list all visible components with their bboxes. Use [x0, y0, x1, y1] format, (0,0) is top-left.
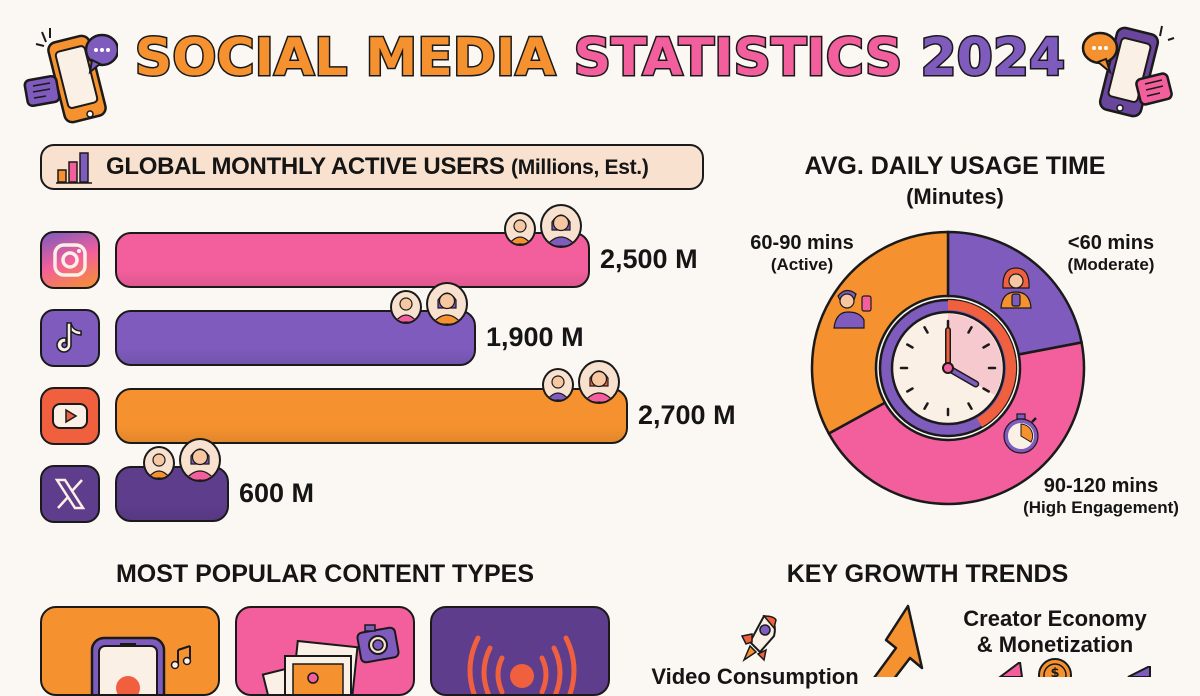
donut-slice-1: [827, 341, 1086, 506]
clock-tick: [982, 343, 990, 349]
user-avatar-icon: [578, 360, 620, 404]
clock-tick: [923, 402, 929, 410]
short-video-icon: [90, 636, 192, 694]
clock-tick: [967, 326, 973, 334]
donut-chart-title: AVG. DAILY USAGE TIME: [804, 152, 1106, 180]
title-part-3: 2024: [919, 27, 1067, 90]
live-stream-icon: [467, 635, 577, 694]
user-avatar-icon: [143, 446, 175, 480]
trend-creator-line1: Creator Economy: [963, 606, 1147, 631]
pie-label-moderate: <60 mins (Moderate): [1052, 232, 1170, 275]
photos-icon: [261, 624, 400, 694]
coin-icon: $: [1038, 658, 1072, 677]
trend-video-consumption: Video Consumption: [651, 664, 859, 689]
pie-label-active-desc: (Active): [770, 255, 834, 274]
x-icon: [40, 465, 100, 523]
clock-tick: [906, 343, 914, 349]
content-card-live-stream: [430, 606, 610, 696]
stopwatch-icon: [1003, 413, 1039, 454]
bar-value-label: 2,500 M: [600, 244, 698, 274]
bar-chart-subtitle: (Millions, Est.): [511, 156, 649, 179]
pie-label-high-range: 90-120 mins: [1043, 475, 1159, 497]
pink-arrow-icon: [998, 662, 1024, 677]
bar-chart-icon: [56, 152, 92, 184]
instagram-icon: [40, 231, 100, 289]
pie-label-moderate-desc: (Moderate): [1067, 255, 1155, 274]
phone-chat-icon-right: [1081, 25, 1175, 118]
pie-label-moderate-range: <60 mins: [1067, 232, 1155, 254]
user-avatar-icon: [179, 438, 221, 482]
content-card-photos: [235, 606, 415, 696]
pie-label-high: 90-120 mins (High Engagement): [1016, 475, 1186, 518]
content-card-short-video: [40, 606, 220, 696]
content-types-title: MOST POPULAR CONTENT TYPES: [115, 560, 535, 588]
rocket-icon: [740, 614, 777, 663]
title-part-1: SOCIAL MEDIA: [133, 27, 557, 90]
donut-slice-2: [810, 230, 950, 436]
trend-creator-economy: Creator Economy & Monetization: [950, 606, 1160, 659]
svg-text:$: $: [1050, 666, 1059, 677]
bar-value-label: 2,700 M: [638, 400, 736, 430]
woman-with-phone-icon: [1000, 267, 1032, 309]
bar-value-label: 600 M: [239, 478, 315, 508]
youtube-icon: [40, 387, 100, 445]
growth-trends-title: KEY GROWTH TRENDS: [786, 560, 1069, 588]
trend-creator-line2: & Monetization: [976, 632, 1134, 658]
title-part-2: STATISTICS: [572, 27, 904, 90]
clock-tick: [967, 402, 973, 410]
purple-arrow-icon: [1127, 666, 1151, 677]
user-avatar-icon: [504, 212, 536, 246]
tiktok-icon: [40, 309, 100, 367]
user-avatar-icon: [426, 282, 468, 326]
clock-hub: [942, 362, 954, 374]
page-title: SOCIAL MEDIA STATISTICS 2024: [0, 27, 1200, 90]
growth-arrow-icon: [873, 604, 924, 677]
user-avatar-icon: [542, 368, 574, 402]
bar-tiktok: [115, 310, 476, 366]
bar-chart-header: GLOBAL MONTHLY ACTIVE USERS (Millions, E…: [40, 144, 704, 190]
donut-chart: [810, 230, 1086, 506]
bar-chart-title: GLOBAL MONTHLY ACTIVE USERS: [106, 153, 505, 180]
pie-label-high-desc: (High Engagement): [1023, 498, 1179, 517]
phone-chat-icon-left: [23, 28, 118, 124]
user-avatar-icon: [540, 204, 582, 248]
clock-tick: [906, 387, 914, 393]
clock-ring-highlight: [947, 300, 1016, 427]
donut-chart-subtitle: (Minutes): [906, 184, 1004, 209]
pie-label-active-range: 60-90 mins: [750, 232, 854, 254]
user-avatar-icon: [390, 290, 422, 324]
bar-value-label: 1,900 M: [486, 322, 584, 352]
clock-tick: [923, 326, 929, 334]
pie-label-active: 60-90 mins (Active): [732, 232, 872, 275]
clock-tick: [982, 387, 990, 393]
person-with-phone-icon: [833, 289, 872, 329]
bar-youtube: [115, 388, 628, 444]
